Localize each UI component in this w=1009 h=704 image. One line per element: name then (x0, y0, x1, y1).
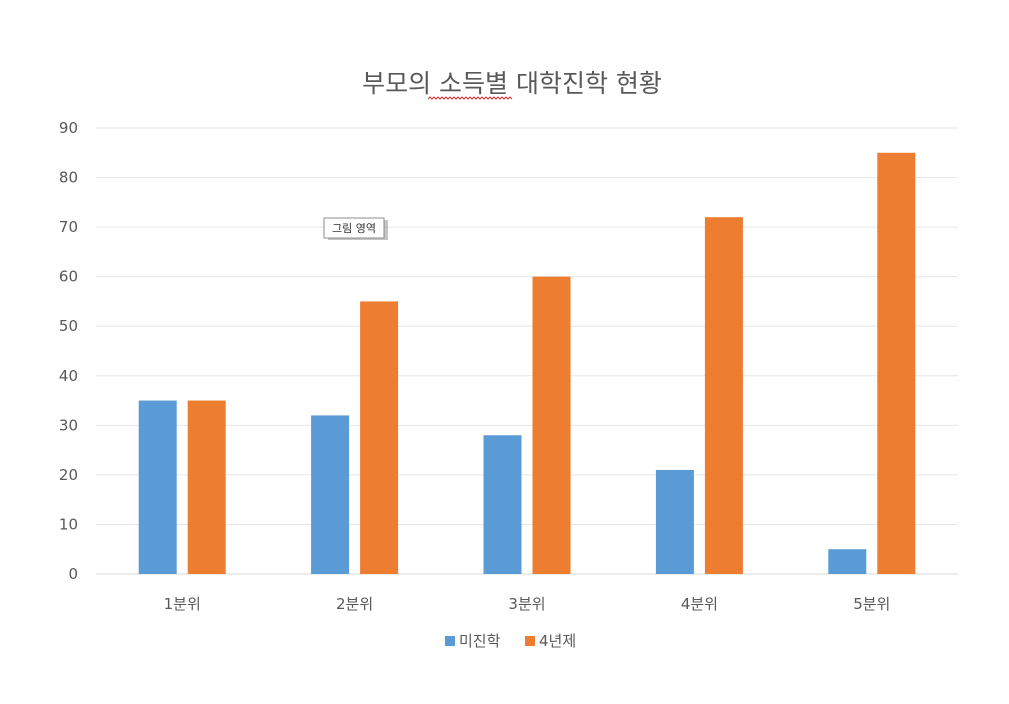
y-tick-label: 10 (59, 515, 78, 533)
bar-4년제-1분위[interactable] (187, 400, 226, 574)
bar-미진학-4분위[interactable] (655, 469, 694, 574)
grid-lines (96, 127, 958, 575)
y-tick-label: 0 (68, 565, 78, 583)
y-tick-label: 90 (59, 119, 78, 137)
spellcheck-squiggle (427, 96, 513, 100)
y-tick-label: 50 (59, 317, 78, 335)
tooltip-text: 그림 영역 (332, 222, 376, 235)
legend-swatch (445, 636, 455, 646)
y-tick-label: 30 (59, 416, 78, 434)
bar-미진학-1분위[interactable] (138, 400, 177, 574)
chart-title: 부모의 소득별 대학진학 현황 (362, 69, 662, 98)
x-category-label: 1분위 (164, 595, 201, 613)
y-tick-label: 80 (59, 169, 78, 187)
legend[interactable]: 미진학 4년제 (445, 632, 576, 650)
y-tick-label: 70 (59, 218, 78, 236)
bar-미진학-5분위[interactable] (828, 549, 867, 574)
spellcheck-underline (427, 96, 513, 100)
bar-4년제-5분위[interactable] (877, 152, 916, 574)
bar-4년제-2분위[interactable] (360, 301, 399, 574)
y-tick-label: 60 (59, 268, 78, 286)
bar-4년제-3분위[interactable] (532, 276, 571, 574)
tooltip-box (323, 217, 385, 239)
y-tick-label: 40 (59, 367, 78, 385)
x-category-label: 3분위 (508, 595, 545, 613)
plot-area-tooltip: 그림 영역 (323, 217, 388, 240)
bars[interactable] (138, 152, 916, 574)
y-tick-label: 20 (59, 466, 78, 484)
x-axis-categories: 1분위 2분위 3분위 4분위 5분위 (164, 595, 891, 613)
legend-label: 4년제 (539, 632, 576, 650)
x-category-label: 4분위 (681, 595, 718, 613)
x-category-label: 5분위 (853, 595, 890, 613)
bar-미진학-3분위[interactable] (483, 435, 522, 574)
bar-4년제-4분위[interactable] (704, 217, 743, 574)
bar-미진학-2분위[interactable] (311, 415, 350, 574)
legend-label: 미진학 (459, 632, 501, 650)
legend-swatch (525, 636, 535, 646)
x-category-label: 2분위 (336, 595, 373, 613)
y-axis-ticks: 0 10 20 30 40 50 60 70 80 90 (59, 119, 78, 583)
